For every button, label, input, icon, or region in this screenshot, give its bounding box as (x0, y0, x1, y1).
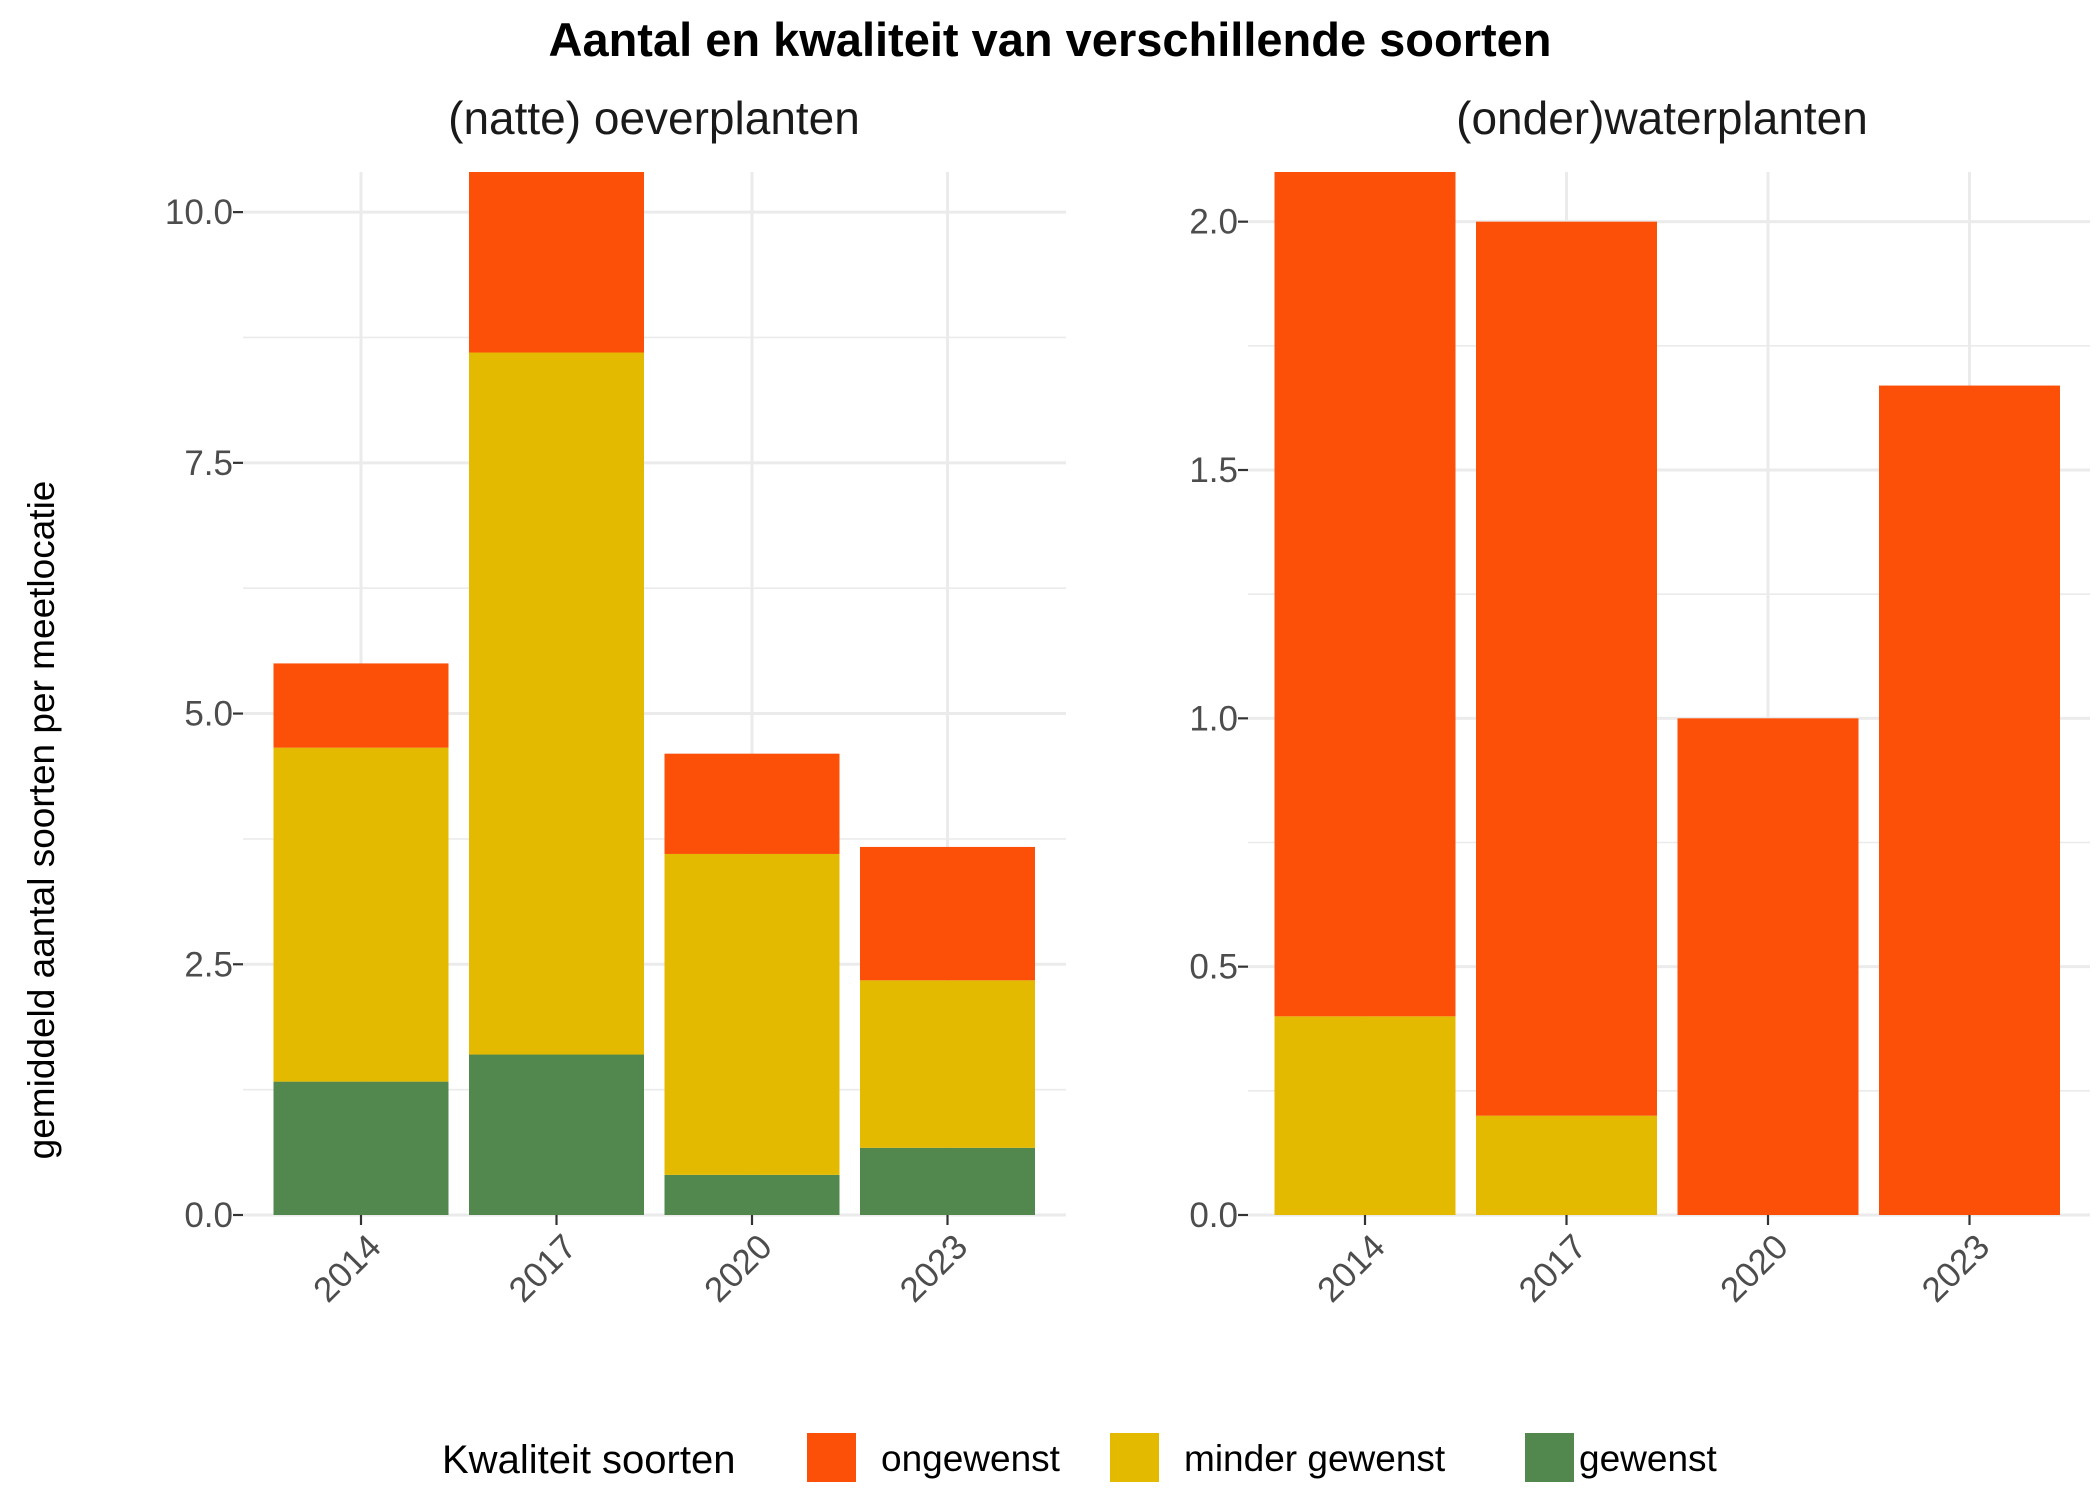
y-axis-label: gemiddeld aantal soorten per meetlocatie (21, 481, 62, 1160)
y-tick-label: 2.5 (184, 945, 233, 984)
bar-ongewenst-2017 (469, 172, 644, 353)
x-tick-label: 2014 (1310, 1227, 1393, 1310)
legend-label-minder-gewenst: minder gewenst (1184, 1438, 1446, 1479)
x-tick-label: 2023 (1915, 1227, 1998, 1310)
y-tick-label: 7.5 (184, 444, 233, 483)
bar-minder-gewenst-2014 (1274, 1016, 1456, 1215)
chart-title: Aantal en kwaliteit van verschillende so… (549, 13, 1552, 66)
bar-minder-gewenst-2014 (273, 747, 449, 1082)
bar-ongewenst-2017 (1476, 221, 1657, 1116)
x-tick-label: 2017 (502, 1227, 585, 1310)
bar-ongewenst-2020 (1677, 718, 1859, 1215)
bar-minder-gewenst-2020 (664, 853, 840, 1175)
y-tick-label: 1.5 (1189, 451, 1238, 490)
bar-minder-gewenst-2023 (860, 980, 1035, 1148)
y-tick-label: 2.0 (1189, 203, 1238, 242)
bar-ongewenst-2020 (664, 753, 840, 854)
x-tick-label: 2020 (1713, 1227, 1796, 1310)
bar-minder-gewenst-2017 (1476, 1115, 1657, 1215)
bar-gewenst-2017 (469, 1054, 644, 1215)
bar-ongewenst-2014 (273, 663, 449, 748)
panel-title-right: (onder)waterplanten (1456, 92, 1868, 144)
bar-ongewenst-2014 (1274, 172, 1456, 1017)
legend-swatch-ongewenst (807, 1433, 856, 1482)
x-tick-label: 2014 (306, 1227, 389, 1310)
legend: Kwaliteit soorten ongewenst minder gewen… (442, 1433, 1718, 1482)
panel-left: 0.0 2.5 5.0 7.5 10.0 2014 2017 2020 2023 (165, 172, 1066, 1310)
y-tick-label: 0.0 (1189, 1196, 1238, 1235)
y-tick-label: 10.0 (165, 193, 233, 232)
legend-label-gewenst: gewenst (1579, 1438, 1718, 1479)
legend-label-ongewenst: ongewenst (881, 1438, 1061, 1479)
x-tick-label: 2023 (893, 1227, 976, 1310)
bar-minder-gewenst-2017 (469, 352, 644, 1055)
bar-ongewenst-2023 (1879, 385, 2060, 1216)
x-tick-label: 2017 (1512, 1227, 1595, 1310)
legend-swatch-gewenst (1525, 1433, 1574, 1482)
y-tick-label: 0.5 (1189, 948, 1238, 987)
bar-gewenst-2023 (860, 1147, 1035, 1215)
bar-ongewenst-2023 (860, 846, 1035, 981)
y-tick-label: 1.0 (1189, 699, 1238, 738)
panel-right: 0.0 0.5 1.0 1.5 2.0 2014 2017 2020 2023 (1189, 172, 2090, 1310)
y-tick-label: 0.0 (184, 1196, 233, 1235)
bar-gewenst-2014 (273, 1081, 449, 1215)
bar-gewenst-2020 (664, 1174, 840, 1215)
legend-title: Kwaliteit soorten (442, 1438, 735, 1482)
panel-title-left: (natte) oeverplanten (448, 92, 860, 144)
x-tick-label: 2020 (697, 1227, 780, 1310)
y-tick-label: 5.0 (184, 695, 233, 734)
legend-swatch-minder-gewenst (1110, 1433, 1159, 1482)
